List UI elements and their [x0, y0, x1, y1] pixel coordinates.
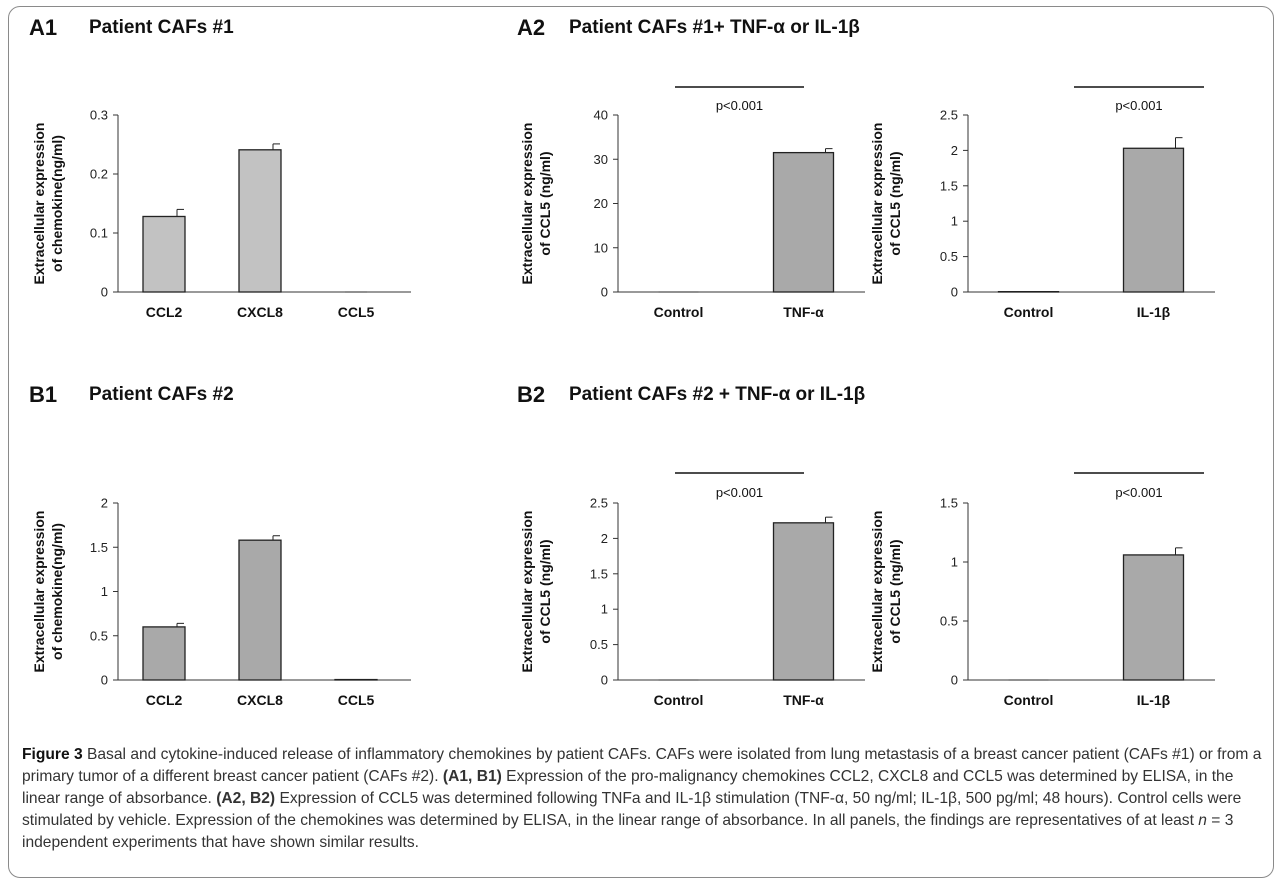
- caption-text-1: Basal and cytokine-induced release of in…: [22, 746, 1262, 785]
- b2-il1-ytick-label: 1.5: [940, 496, 958, 511]
- a2-tnf-ytick-label: 40: [594, 108, 608, 123]
- b2-tnf-category-label: Control: [654, 692, 704, 708]
- a2-il1-ytick-label: 0.5: [940, 249, 958, 264]
- b1-category-label: CCL5: [338, 692, 375, 708]
- charts-canvas: 0 0.1 0.2 0.3 CCL2 CXCL8 CCL5 Extracellular exp…: [31, 86, 1215, 708]
- figure-frame: [8, 6, 1274, 878]
- b2-tnf-p-value: p<0.001: [716, 485, 763, 500]
- b2-il1-ytick-label: 0: [951, 673, 958, 688]
- a1-bar: [142, 215, 186, 293]
- b2-il1-ylabel-line: of CCL5 (ng/ml): [887, 539, 903, 643]
- b1-category-label: CXCL8: [237, 692, 283, 708]
- b2-tnf-bar: [772, 522, 835, 681]
- a2-il1-category-label: Control: [1004, 304, 1054, 320]
- a2-tnf-ytick-label: 20: [594, 196, 608, 211]
- caption-label-a2-b2: (A2, B2): [216, 790, 276, 807]
- b2-tnf-ytick-label: 1.5: [590, 566, 608, 581]
- b2-il1-p-value: p<0.001: [1115, 485, 1162, 500]
- caption-text-2: Expression of the pro-malignancy chemoki…: [22, 768, 1234, 807]
- caption-figure-label: Figure 3: [22, 746, 83, 763]
- b2-tnf-category-label: TNF-α: [783, 692, 824, 708]
- panel-letter-b1: B1: [29, 382, 58, 407]
- panel-letter-b2: B2: [517, 382, 546, 407]
- b1-ytick-label: 1.5: [90, 540, 108, 555]
- b2-tnf-ytick-label: 0.5: [590, 637, 608, 652]
- b1-bar: [238, 539, 282, 681]
- a2-il1-ytick-label: 1: [951, 214, 958, 229]
- b1-ylabel-line: of chemokine(ng/ml): [49, 523, 65, 660]
- caption-n-variable: n: [1198, 812, 1207, 829]
- b1-ytick-label: 1: [101, 584, 108, 599]
- figure-caption: Figure 3 Basal and cytokine-induced rele…: [22, 744, 1262, 854]
- caption-text-4: = 3 independent experiments that have sh…: [22, 812, 1234, 851]
- a2-il1-p-value: p<0.001: [1115, 98, 1162, 113]
- b1-category-label: CCL2: [146, 692, 183, 708]
- a1-bar: [238, 149, 282, 293]
- b2-tnf-ytick-label: 2.5: [590, 496, 608, 511]
- b1-ytick-label: 0.5: [90, 628, 108, 643]
- a2-tnf-p-value: p<0.001: [716, 98, 763, 113]
- a2-tnf-ylabel-line: Extracellular expression: [519, 123, 535, 285]
- a1-ytick-label: 0.3: [90, 108, 108, 123]
- a2-tnf-ylabel-line: of CCL5 (ng/ml): [537, 151, 553, 255]
- a2-il1-ytick-label: 2.5: [940, 108, 958, 123]
- b2-tnf-ytick-label: 2: [601, 531, 608, 546]
- b2-il1-category-label: IL-1β: [1137, 692, 1171, 708]
- b2-tnf-ylabel-line: of CCL5 (ng/ml): [537, 539, 553, 643]
- a1-category-label: CCL2: [146, 304, 183, 320]
- a2-tnf-ytick-label: 30: [594, 152, 608, 167]
- panel-title-a1: Patient CAFs #1: [89, 17, 234, 38]
- a2-il1-ytick-label: 1.5: [940, 178, 958, 193]
- a1-category-label: CXCL8: [237, 304, 283, 320]
- panel-title-a2: Patient CAFs #1+ TNF-α or IL-1β: [569, 17, 860, 38]
- b1-ytick-label: 2: [101, 496, 108, 511]
- panel-title-b2: Patient CAFs #2 + TNF-α or IL-1β: [569, 384, 866, 405]
- a2-tnf-bar: [772, 151, 835, 293]
- b2-tnf-ytick-label: 0: [601, 673, 608, 688]
- a1-category-label: CCL5: [338, 304, 375, 320]
- a2-tnf-category-label: TNF-α: [783, 304, 824, 320]
- panel-letter-a2: A2: [517, 15, 546, 40]
- b2-il1-ylabel-line: Extracellular expression: [869, 511, 885, 673]
- b1-bar: [142, 626, 186, 681]
- a1-ytick-label: 0: [101, 285, 108, 300]
- panel-letter-a1: A1: [29, 15, 58, 40]
- a2-il1-ylabel-line: of CCL5 (ng/ml): [887, 151, 903, 255]
- a1-ylabel-line: of chemokine(ng/ml): [49, 135, 65, 272]
- b2-il1-bar: [1122, 554, 1185, 681]
- b2-il1-category-label: Control: [1004, 692, 1054, 708]
- a2-tnf-category-label: Control: [654, 304, 704, 320]
- a2-tnf-ytick-label: 0: [601, 285, 608, 300]
- b2-il1-ytick-label: 0.5: [940, 614, 958, 629]
- a2-il1-category-label: IL-1β: [1137, 304, 1171, 320]
- panel-title-b1: Patient CAFs #2: [89, 384, 234, 405]
- b2-tnf-ytick-label: 1: [601, 602, 608, 617]
- a1-ytick-label: 0.2: [90, 167, 108, 182]
- a2-tnf-ytick-label: 10: [594, 240, 608, 255]
- a1-ylabel-line: Extracellular expression: [31, 123, 47, 285]
- a1-ytick-label: 0.1: [90, 226, 108, 241]
- b1-ytick-label: 0: [101, 673, 108, 688]
- a2-il1-ylabel-line: Extracellular expression: [869, 123, 885, 285]
- caption-label-a1-b1: (A1, B1): [442, 768, 502, 785]
- b2-tnf-ylabel-line: Extracellular expression: [519, 511, 535, 673]
- a2-il1-ytick-label: 2: [951, 143, 958, 158]
- a2-il1-bar: [1122, 147, 1185, 293]
- b2-il1-ytick-label: 1: [951, 555, 958, 570]
- b1-ylabel-line: Extracellular expression: [31, 511, 47, 673]
- caption-text-3: Expression of CCL5 was determined follow…: [22, 790, 1242, 829]
- a2-il1-ytick-label: 0: [951, 285, 958, 300]
